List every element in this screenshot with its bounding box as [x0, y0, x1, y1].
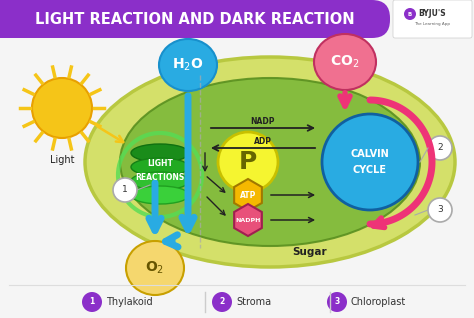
- Text: Chloroplast: Chloroplast: [351, 297, 406, 307]
- Text: 1: 1: [90, 298, 95, 307]
- Text: Sugar: Sugar: [292, 247, 328, 257]
- Circle shape: [82, 292, 102, 312]
- Text: CALVIN: CALVIN: [351, 149, 389, 159]
- Text: NADPH: NADPH: [235, 218, 261, 223]
- Circle shape: [428, 136, 452, 160]
- Circle shape: [404, 8, 416, 20]
- Ellipse shape: [314, 34, 376, 90]
- Text: REACTIONS: REACTIONS: [136, 172, 185, 182]
- Text: Thylakoid: Thylakoid: [106, 297, 153, 307]
- FancyBboxPatch shape: [0, 0, 200, 38]
- Text: ADP: ADP: [254, 136, 272, 146]
- Text: 3: 3: [334, 298, 340, 307]
- Circle shape: [212, 292, 232, 312]
- Text: O$_2$: O$_2$: [146, 260, 164, 276]
- Circle shape: [322, 114, 418, 210]
- Circle shape: [428, 198, 452, 222]
- Text: B: B: [408, 11, 412, 17]
- Text: ATP: ATP: [240, 190, 256, 199]
- Text: 2: 2: [437, 143, 443, 153]
- FancyBboxPatch shape: [0, 0, 390, 38]
- Text: Stroma: Stroma: [236, 297, 271, 307]
- Text: LIGHT REACTION AND DARK REACTION: LIGHT REACTION AND DARK REACTION: [35, 11, 355, 26]
- Ellipse shape: [131, 144, 189, 162]
- Ellipse shape: [131, 172, 189, 190]
- Text: 3: 3: [437, 205, 443, 215]
- Text: P: P: [239, 150, 257, 174]
- Ellipse shape: [131, 186, 189, 204]
- Polygon shape: [234, 204, 262, 236]
- Text: Light: Light: [50, 155, 74, 165]
- Ellipse shape: [131, 158, 189, 176]
- Circle shape: [218, 132, 278, 192]
- Ellipse shape: [159, 39, 217, 91]
- Text: CYCLE: CYCLE: [353, 165, 387, 175]
- Ellipse shape: [126, 241, 184, 295]
- Text: H$_2$O: H$_2$O: [172, 57, 204, 73]
- Ellipse shape: [85, 57, 455, 267]
- Polygon shape: [234, 179, 262, 211]
- Circle shape: [327, 292, 347, 312]
- Text: NADP: NADP: [251, 116, 275, 126]
- Text: CO$_2$: CO$_2$: [330, 54, 360, 70]
- Text: LIGHT: LIGHT: [147, 158, 173, 168]
- FancyBboxPatch shape: [393, 0, 472, 38]
- Circle shape: [32, 78, 92, 138]
- Text: 1: 1: [122, 185, 128, 195]
- Text: BYJU'S: BYJU'S: [418, 10, 446, 18]
- Ellipse shape: [120, 78, 420, 246]
- Circle shape: [113, 178, 137, 202]
- Text: The Learning App: The Learning App: [414, 22, 450, 26]
- Text: 2: 2: [219, 298, 225, 307]
